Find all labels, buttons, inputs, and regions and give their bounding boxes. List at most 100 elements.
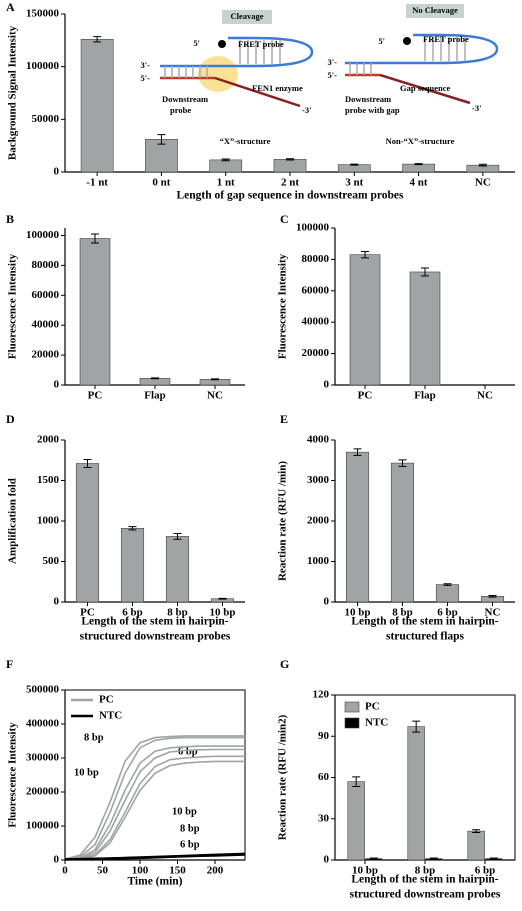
annotation: -3' [302, 105, 311, 115]
annotation: FRET probe [423, 34, 469, 44]
curve [64, 736, 245, 861]
annotation: 8 bp [84, 732, 104, 743]
quencher [218, 40, 226, 48]
error-bar [83, 458, 92, 469]
x-axis-label: Length of the stem in hairpin- [351, 616, 498, 628]
x-tick-label: -1 nt [86, 177, 108, 189]
x-tick-label: 100 [132, 865, 149, 877]
panel-letter: E [280, 412, 288, 426]
y-tick-label: 0 [324, 854, 330, 866]
y-tick-label: 0 [54, 166, 60, 178]
error-bar [218, 597, 227, 600]
bar [390, 462, 415, 603]
error-bar [128, 526, 137, 531]
y-tick-label: 0 [54, 596, 60, 608]
y-axis-label: Amplification fold [7, 478, 19, 564]
annotation: Gap sequence [400, 83, 451, 93]
y-tick-label: 0 [324, 379, 330, 391]
legend-label: NTC [365, 717, 388, 729]
quencher-2 [403, 37, 411, 45]
error-bar [353, 448, 362, 456]
annotation: No Cleavage [412, 5, 458, 15]
legend-swatch [344, 701, 360, 713]
error-bar [421, 267, 429, 277]
error-bar [398, 459, 407, 467]
y-tick-label: 30 [318, 812, 330, 824]
y-tick-label: 80000 [32, 259, 60, 271]
y-tick-label: 120 [313, 689, 330, 701]
y-axis-label: Background Signal Intensity [7, 25, 19, 160]
x-tick-label: NC [485, 607, 501, 619]
bar [349, 254, 381, 386]
error-bar [211, 378, 219, 381]
y-tick-label: 20000 [32, 349, 60, 361]
annotation: Downstream [162, 94, 208, 104]
y-tick-label: 50000 [32, 113, 60, 125]
y-tick-label: 100000 [26, 229, 60, 241]
panel-letter: A [6, 0, 15, 14]
curve [64, 735, 245, 860]
x-axis-label: Time (min) [127, 876, 182, 888]
error-bar [489, 857, 498, 860]
downstream-tail [214, 76, 301, 108]
enzyme-glow [198, 56, 238, 92]
annotation: 5'- [141, 73, 151, 83]
x-tick-label: 1 nt [217, 177, 235, 189]
error-bar [151, 377, 159, 380]
x-tick-label: NC [207, 390, 223, 402]
bar [345, 451, 370, 603]
y-tick-label: 20000 [302, 347, 330, 359]
y-tick-label: 0 [54, 379, 60, 391]
error-bar [173, 533, 182, 540]
y-tick-label: 40000 [32, 319, 60, 331]
annotation: “X”-structure [220, 136, 271, 146]
error-bar [350, 163, 359, 166]
downstream-tail-2 [379, 73, 471, 105]
fret-probe-2 [345, 33, 499, 65]
error-bar [412, 720, 421, 733]
annotation: 8 bp [180, 823, 200, 834]
error-bar [221, 158, 230, 162]
bar [273, 159, 307, 173]
x-tick-label: 6 bp [122, 607, 143, 619]
x-tick-label: 10 bp [352, 865, 378, 877]
bar [407, 726, 425, 861]
annotation: 5'- [328, 70, 338, 80]
rungs-2 [349, 37, 466, 75]
y-tick-label: 1500 [37, 474, 60, 486]
x-tick-label: 8 bp [415, 865, 436, 877]
error-bar [488, 595, 497, 598]
annotation: 5' [193, 38, 200, 48]
x-tick-label: 10 bp [345, 607, 371, 619]
x-tick-label: PC [80, 607, 95, 619]
x-tick-label: PC [88, 390, 103, 402]
y-tick-label: 0 [54, 854, 60, 866]
y-axis-label: Reaction rate (RFU /min) [277, 461, 289, 581]
annotation: 10 bp [74, 767, 99, 778]
y-tick-label: 100000 [26, 820, 60, 832]
x-axis-label: structured downstream probes [350, 889, 501, 901]
x-tick-label: PC [358, 390, 373, 402]
x-axis-label: Length of the stem in hairpin- [81, 616, 228, 628]
x-axis-label: Length of the stem in hairpin- [351, 874, 498, 886]
legend-label: PC [365, 701, 380, 713]
annotation: 3'- [141, 60, 151, 70]
error-bar [472, 829, 481, 833]
y-tick-label: 40000 [302, 316, 330, 328]
annotation: -3' [472, 103, 481, 113]
bar [139, 377, 171, 386]
x-tick-label: 8 bp [392, 607, 413, 619]
x-tick-label: 150 [169, 865, 186, 877]
x-tick-label: 50 [97, 865, 109, 877]
error-bar [91, 233, 99, 244]
annotation: 5' [378, 36, 385, 46]
curve [64, 745, 245, 861]
annotation: 10 bp [172, 806, 197, 817]
x-tick-label: 6 bp [475, 865, 496, 877]
y-tick-label: 1000 [37, 515, 60, 527]
y-tick-label: 150000 [26, 8, 60, 20]
y-tick-label: 100000 [296, 222, 330, 234]
annotation: Downstream [345, 94, 391, 104]
y-axis-label: Fluorescence Intensity [277, 253, 289, 359]
x-tick-label: 2 nt [281, 177, 299, 189]
